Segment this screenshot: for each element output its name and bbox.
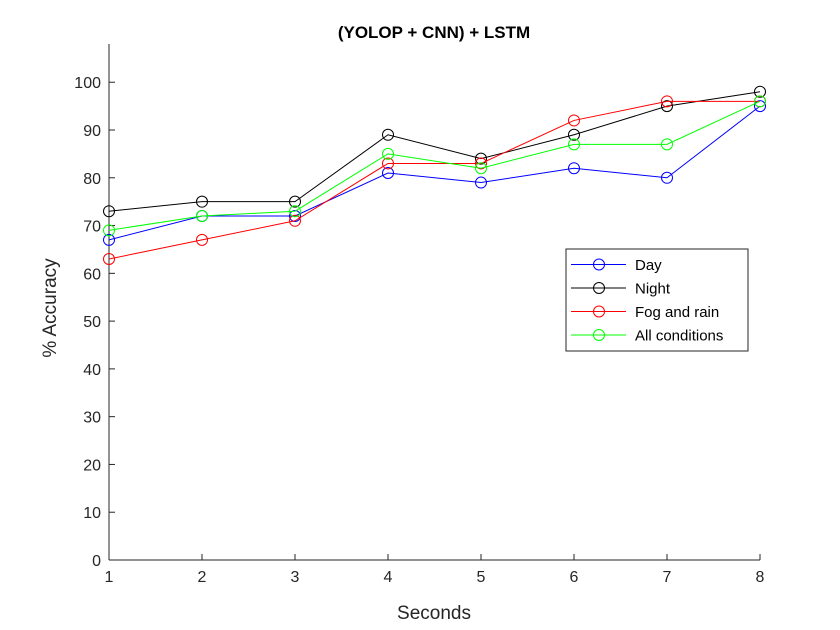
data-point (103, 205, 115, 218)
data-point (382, 128, 394, 141)
data-point (568, 114, 580, 127)
series-line (108, 100, 760, 260)
data-point (754, 85, 766, 98)
data-point (661, 138, 673, 151)
y-tick-label: 40 (83, 362, 101, 379)
data-point (475, 162, 487, 175)
legend-marker (593, 329, 605, 341)
data-point (382, 147, 394, 160)
series-all-conditions (103, 95, 766, 237)
data-point (289, 210, 301, 222)
y-tick-label: 70 (83, 219, 101, 236)
legend-box (565, 248, 749, 352)
data-point (568, 162, 580, 175)
x-axis: 1 2 3 4 5 6 7 8 (105, 554, 765, 586)
x-tick-label: 4 (384, 569, 393, 586)
legend-label: Day (635, 257, 662, 274)
y-tick-label: 100 (74, 75, 101, 92)
data-point (103, 253, 115, 265)
data-point (754, 95, 766, 108)
data-point (196, 233, 208, 246)
x-tick-label: 5 (477, 569, 486, 586)
data-point (475, 157, 487, 170)
x-tick-label: 2 (198, 569, 207, 586)
y-tick-label: 10 (83, 505, 101, 522)
y-tick-label: 20 (83, 457, 101, 474)
x-tick-label: 7 (663, 569, 672, 586)
data-point (103, 224, 115, 237)
data-point (568, 128, 580, 141)
legend-marker (593, 305, 605, 318)
x-axis-label: Seconds (397, 603, 471, 624)
series-night (103, 85, 766, 218)
y-axis: 0 10 20 30 40 50 60 70 80 90 100 (74, 75, 115, 570)
x-tick-label: 6 (570, 569, 579, 586)
x-tick-label: 1 (105, 569, 114, 586)
legend-label: All conditions (635, 328, 723, 345)
data-point (661, 171, 673, 184)
x-tick-label: 8 (756, 569, 765, 586)
legend: Day Night Fog and rain All conditions (565, 248, 749, 352)
data-point (661, 95, 673, 108)
data-point (196, 195, 208, 208)
data-point (289, 205, 301, 218)
data-point (103, 233, 115, 246)
y-tick-label: 30 (83, 410, 101, 427)
legend-marker (593, 282, 605, 294)
data-point (196, 210, 208, 222)
data-point (754, 100, 766, 113)
data-point (382, 157, 394, 170)
series-line (108, 100, 761, 231)
y-tick-label: 80 (83, 171, 101, 188)
y-tick-label: 90 (83, 123, 101, 140)
data-point (568, 138, 580, 151)
legend-marker (593, 258, 605, 271)
chart-title: (YOLOP + CNN) + LSTM (338, 23, 530, 42)
x-tick-label: 3 (291, 569, 300, 586)
data-point (289, 214, 301, 227)
legend-item-day: Day (571, 257, 662, 274)
series-line (108, 105, 761, 241)
legend-item-fog-and-rain: Fog and rain (571, 304, 719, 321)
series-fog-and-rain (103, 95, 766, 265)
data-point (475, 176, 487, 189)
data-point (382, 167, 394, 179)
y-tick-label: 0 (92, 553, 101, 570)
legend-item-all-conditions: All conditions (571, 328, 723, 345)
y-tick-label: 60 (83, 266, 101, 283)
data-point (475, 152, 487, 165)
data-point (289, 195, 301, 208)
data-point (661, 100, 673, 113)
legend-label: Night (635, 281, 671, 298)
y-tick-label: 50 (83, 314, 101, 331)
series-layer (103, 85, 766, 265)
series-day (103, 100, 766, 246)
series-line (108, 91, 761, 212)
legend-item-night: Night (571, 281, 671, 298)
legend-label: Fog and rain (635, 304, 719, 321)
y-axis-label: % Accuracy (40, 258, 61, 358)
